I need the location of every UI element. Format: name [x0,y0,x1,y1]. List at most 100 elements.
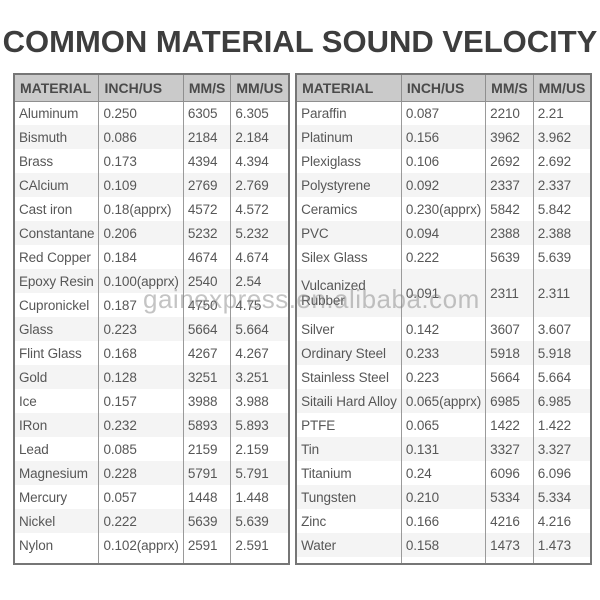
table-row: Cupronickel 0.187 4750 4.75 [13,293,290,317]
material-cell: Glass [13,317,100,341]
mm-us-cell: 3.962 [532,125,592,149]
mm-us-cell: 4.75 [230,293,290,317]
table-row: Sitaili Hard Alloy 0.065(apprx) 6985 6.985 [295,389,592,413]
mm-us-cell: 4.394 [230,149,290,173]
mm-us-cell: 3.607 [532,317,592,341]
table-body-right: Paraffin 0.087 2210 2.21 Platinum 0.156 3962 3.… [295,101,592,564]
mm-s-cell: 2184 [182,125,232,149]
mm-us-cell: 5.639 [230,509,290,533]
inch-us-cell: 0.232 [98,413,184,437]
inch-us-cell: 0.102(apprx) [98,533,184,557]
material-cell: IRon [13,413,100,437]
inch-us-cell: 0.087 [400,101,487,125]
mm-us-cell: 5.664 [532,365,592,389]
mm-us-cell: 4.572 [230,197,290,221]
mm-us-cell: 2.337 [532,173,592,197]
table-row: Polystyrene 0.092 2337 2.337 [295,173,592,197]
mm-us-cell: 5.893 [230,413,290,437]
material-cell: PTFE [295,413,402,437]
material-cell: Nickel [13,509,100,533]
mm-us-cell: 1.473 [532,533,592,557]
inch-us-cell: 0.210 [400,485,487,509]
inch-us-cell: 0.222 [400,245,487,269]
mm-s-cell: 2388 [485,221,534,245]
inch-us-cell: 0.230(apprx) [400,197,487,221]
mm-us-cell: 5.918 [532,341,592,365]
material-cell: Gold [13,365,100,389]
inch-us-cell: 0.156 [400,125,487,149]
table-header-right: MATERIAL INCH/US MM/S MM/US [295,73,592,102]
table-row: Magnesium 0.228 5791 5.791 [13,461,290,485]
column-header-mm-us: MM/US [230,73,290,102]
material-cell: Silver [295,317,402,341]
material-cell: Ceramics [295,197,402,221]
inch-us-cell: 0.094 [400,221,487,245]
material-cell: Ordinary Steel [295,341,402,365]
material-cell: Zinc [295,509,402,533]
mm-s-cell: 6096 [485,461,534,485]
column-header-material: MATERIAL [13,73,100,102]
mm-us-cell: 2.769 [230,173,290,197]
mm-us-cell: 6.096 [532,461,592,485]
material-cell: CAlcium [13,173,100,197]
mm-s-cell: 3251 [182,365,232,389]
mm-us-cell: 2.159 [230,437,290,461]
mm-us-cell: 6.985 [532,389,592,413]
mm-s-cell: 2769 [182,173,232,197]
mm-us-cell: 3.327 [532,437,592,461]
table-row: Silver 0.142 3607 3.607 [295,317,592,341]
inch-us-cell: 0.222 [98,509,184,533]
inch-us-cell: 0.233 [400,341,487,365]
table-row: Ceramics 0.230(apprx) 5842 5.842 [295,197,592,221]
inch-us-cell: 0.086 [98,125,184,149]
inch-us-cell: 0.100(apprx) [98,269,184,293]
material-cell: Ice [13,389,100,413]
mm-s-cell: 5842 [485,197,534,221]
table-row: Platinum 0.156 3962 3.962 [295,125,592,149]
table-row: Aluminum 0.250 6305 6.305 [13,101,290,125]
mm-s-cell: 3327 [485,437,534,461]
table-row: Vulcanized Rubber 0.091 2311 2.311 [295,269,592,317]
inch-us-cell: 0.158 [400,533,487,557]
table-row: Red Copper 0.184 4674 4.674 [13,245,290,269]
spacer-cell [230,557,290,564]
inch-us-cell: 0.184 [98,245,184,269]
inch-us-cell: 0.187 [98,293,184,317]
material-cell: PVC [295,221,402,245]
mm-s-cell: 4267 [182,341,232,365]
table-row: Cast iron 0.18(apprx) 4572 4.572 [13,197,290,221]
spacer-cell [485,557,534,564]
inch-us-cell: 0.18(apprx) [98,197,184,221]
mm-s-cell: 2311 [485,269,534,317]
mm-us-cell: 2.692 [532,149,592,173]
material-cell: Constantane [13,221,100,245]
mm-s-cell: 5639 [485,245,534,269]
mm-s-cell: 4394 [182,149,232,173]
table-row: Mercury 0.057 1448 1.448 [13,485,290,509]
spacer-cell [295,557,402,564]
mm-s-cell: 2540 [182,269,232,293]
column-header-mm-us: MM/US [532,73,592,102]
inch-us-cell: 0.206 [98,221,184,245]
mm-us-cell: 4.674 [230,245,290,269]
mm-s-cell: 5791 [182,461,232,485]
table-row: Epoxy Resin 0.100(apprx) 2540 2.54 [13,269,290,293]
material-cell: Mercury [13,485,100,509]
table-spacer-row [295,557,592,564]
material-cell: Magnesium [13,461,100,485]
mm-s-cell: 5893 [182,413,232,437]
inch-us-cell: 0.250 [98,101,184,125]
spacer-cell [98,557,184,564]
table-row: Tin 0.131 3327 3.327 [295,437,592,461]
inch-us-cell: 0.057 [98,485,184,509]
material-cell: Cast iron [13,197,100,221]
column-header-mm-s: MM/S [485,73,534,102]
table-row: Silex Glass 0.222 5639 5.639 [295,245,592,269]
table-row: Water 0.158 1473 1.473 [295,533,592,557]
header-row: MATERIAL INCH/US MM/S MM/US [13,73,290,102]
table-row: Ice 0.157 3988 3.988 [13,389,290,413]
spacer-cell [400,557,487,564]
spacer-cell [532,557,592,564]
header-row: MATERIAL INCH/US MM/S MM/US [295,73,592,102]
